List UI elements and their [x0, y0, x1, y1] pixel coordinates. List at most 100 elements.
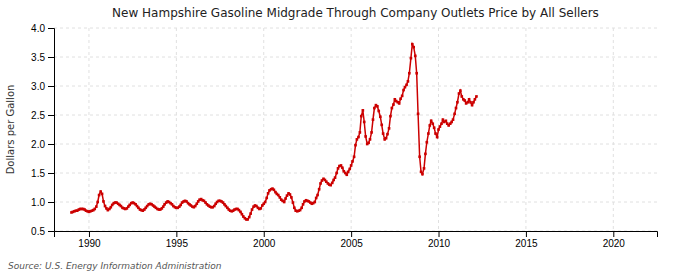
marker — [249, 212, 252, 215]
tick: 1995 — [166, 231, 189, 249]
chart: 19901995200020052010201520200.51.01.52.0… — [0, 0, 675, 275]
marker — [267, 192, 270, 195]
marker — [264, 201, 267, 204]
marker — [357, 136, 360, 139]
grid-line-x — [438, 28, 439, 231]
marker — [427, 132, 430, 135]
marker — [98, 194, 101, 197]
marker — [412, 46, 415, 49]
grid — [54, 28, 657, 231]
marker — [455, 107, 458, 110]
marker — [433, 126, 436, 129]
marker — [399, 97, 402, 100]
marker — [332, 179, 335, 182]
marker — [379, 115, 382, 118]
marker — [431, 122, 434, 125]
tick-mark — [613, 231, 614, 237]
marker — [162, 205, 165, 208]
line — [71, 44, 476, 219]
marker — [401, 95, 404, 98]
grid-line-x — [88, 28, 89, 231]
marker — [93, 208, 96, 211]
tick: 0.5 — [31, 226, 54, 237]
marker — [372, 118, 375, 121]
marker — [423, 167, 426, 170]
tick-label: 3.5 — [31, 52, 45, 63]
marker — [442, 118, 445, 121]
marker — [335, 172, 338, 175]
marker — [377, 110, 380, 113]
grid-line-y — [54, 173, 657, 174]
marker — [316, 194, 319, 197]
marker — [360, 115, 363, 118]
marker — [331, 182, 334, 185]
marker — [460, 95, 463, 98]
marker — [437, 128, 440, 131]
plot-area: 19901995200020052010201520200.51.01.52.0… — [31, 23, 657, 249]
y-axis-title: Dollars per Gallon — [5, 85, 16, 175]
marker — [380, 124, 383, 127]
marker — [388, 127, 391, 130]
marker — [391, 107, 394, 110]
marker — [213, 205, 216, 208]
marker — [354, 144, 357, 147]
marker — [414, 55, 417, 58]
marker — [337, 167, 340, 170]
tick-mark — [264, 231, 265, 237]
tick-label: 1.5 — [31, 168, 45, 179]
marker — [313, 201, 316, 204]
marker — [251, 208, 254, 211]
marker — [418, 155, 421, 158]
marker — [458, 92, 461, 95]
y-axis: 0.51.01.52.02.53.03.54.0 — [31, 23, 54, 237]
axis-line — [48, 29, 55, 232]
marker — [351, 160, 354, 163]
marker — [386, 133, 389, 136]
marker — [428, 124, 431, 127]
grid-line-y — [54, 86, 657, 87]
marker — [469, 101, 472, 104]
marker — [101, 193, 104, 196]
grid-line-x — [176, 28, 177, 231]
marker — [445, 119, 448, 122]
marker — [407, 80, 410, 83]
grid-line-y — [54, 202, 657, 203]
marker — [239, 211, 242, 214]
x-axis: 1990199520002005201020152020 — [55, 231, 658, 249]
marker — [459, 89, 462, 92]
tick-mark — [48, 115, 54, 116]
marker — [474, 98, 477, 101]
marker — [430, 119, 433, 122]
marker — [300, 206, 303, 209]
title: New Hampshire Gasoline Midgrade Through … — [112, 6, 599, 20]
tick-label: 2000 — [253, 238, 276, 249]
tick-mark — [48, 202, 54, 203]
tick: 2005 — [341, 231, 364, 249]
marker — [284, 197, 287, 200]
marker — [179, 204, 182, 207]
marker — [318, 188, 321, 191]
tick-mark — [89, 231, 90, 237]
marker — [334, 176, 337, 179]
marker — [353, 155, 356, 158]
marker — [363, 121, 366, 124]
tick-label: 4.0 — [31, 23, 45, 34]
tick-label: 3.0 — [31, 81, 45, 92]
marker — [385, 137, 388, 140]
marker — [329, 184, 332, 187]
marker — [382, 132, 385, 135]
tick-mark — [439, 231, 440, 237]
grid-line-x — [613, 28, 614, 231]
marker — [319, 182, 322, 185]
marker — [289, 193, 292, 196]
tick-label: 2010 — [428, 238, 451, 249]
marker — [345, 173, 348, 176]
marker — [402, 89, 405, 92]
marker — [404, 86, 407, 89]
marker — [273, 188, 276, 191]
tick-label: 2.0 — [31, 139, 45, 150]
marker — [293, 206, 296, 209]
marker — [341, 166, 344, 169]
marker — [420, 171, 423, 174]
tick-label: 1.0 — [31, 197, 45, 208]
